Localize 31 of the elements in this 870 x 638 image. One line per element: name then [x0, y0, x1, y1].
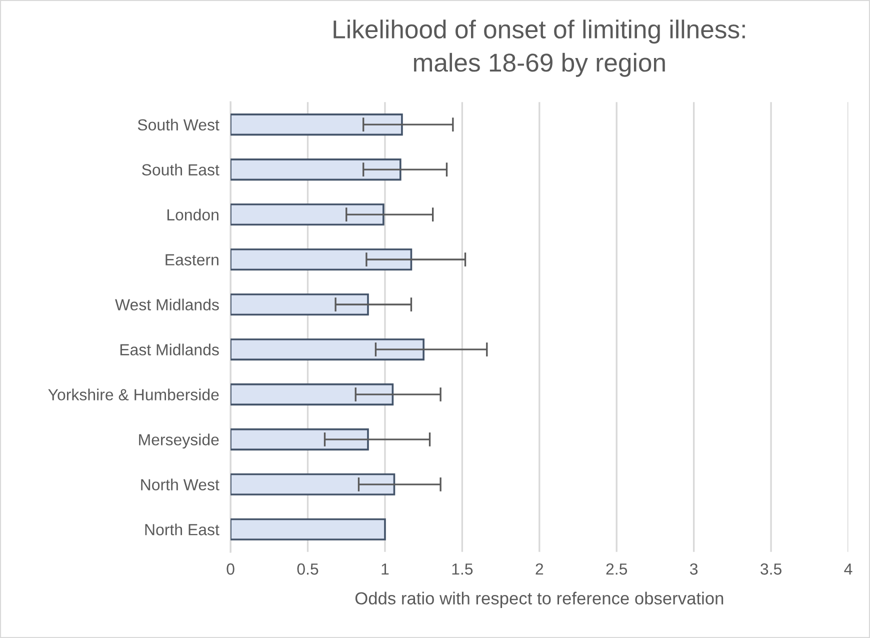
x-tick-label: 1.5 [452, 564, 473, 575]
x-axis-title: Odds ratio with respect to reference observation [355, 592, 724, 608]
bar [230, 158, 402, 181]
bar [230, 338, 424, 360]
y-tick-label: South West [138, 118, 220, 131]
bar [230, 114, 403, 136]
bar [230, 473, 396, 496]
y-tick-label: North West [141, 478, 220, 490]
bar [230, 518, 386, 540]
x-tick-label: 3.5 [760, 563, 782, 575]
y-tick-label: South East [142, 164, 220, 176]
y-tick-label: Eastern [166, 254, 218, 266]
y-tick-label: West Midlands [115, 298, 219, 310]
x-tick-label: 2.5 [606, 563, 628, 575]
x-tick-label: 2 [536, 563, 544, 575]
x-tick-label: 3 [690, 563, 698, 575]
x-tick-label: 4 [844, 564, 852, 575]
bar [230, 204, 384, 226]
y-tick-label: London [167, 208, 218, 220]
bar [230, 428, 369, 450]
bar [230, 293, 369, 316]
y-tick-label: North East [145, 524, 220, 536]
x-tick-label: 1 [382, 564, 389, 575]
y-tick-label: Merseyside [139, 434, 219, 449]
bar [230, 248, 412, 271]
y-tick-label: East Midlands [120, 344, 219, 356]
chart-title: Likelihood of onset of limiting illness: males 18-69 by region [334, 20, 745, 77]
x-tick-label: 0.5 [297, 563, 318, 575]
x-tick-label: 0 [226, 563, 234, 575]
y-tick-label: Yorkshire & Humberside [48, 388, 219, 400]
bar [230, 383, 394, 406]
